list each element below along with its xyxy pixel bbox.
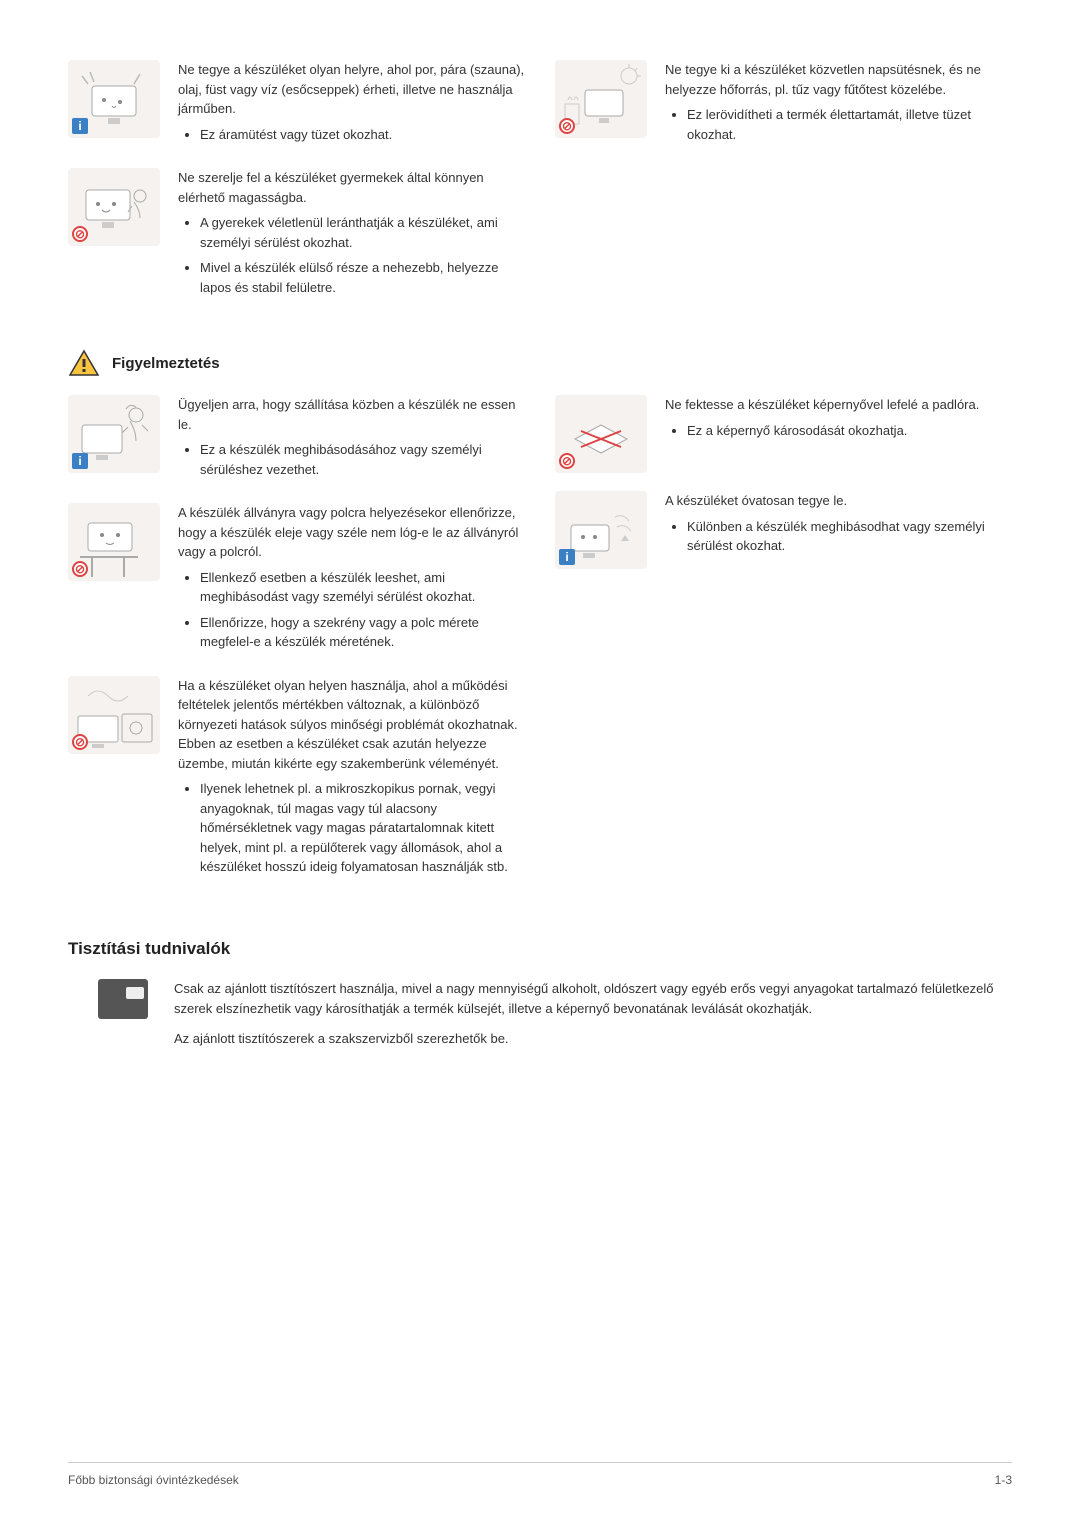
item-body: Ne tegye ki a készüléket közvetlen napsü… [665, 60, 1012, 150]
page-footer: Főbb biztonsági óvintézkedések 1-3 [68, 1462, 1012, 1487]
bullet: A gyerekek véletlenül leránthatják a kés… [200, 213, 525, 252]
prohibit-indicator-icon: ⊘ [559, 453, 575, 469]
illustration-dust-water: i [68, 60, 160, 138]
item-body: Ügyeljen arra, hogy szállítása közben a … [178, 395, 525, 485]
info-indicator-icon: i [72, 118, 88, 134]
cleaning-para-1: Csak az ajánlott tisztítószert használja… [174, 979, 1012, 1019]
item-body: Ne tegye a készüléket olyan helyre, ahol… [178, 60, 525, 150]
prohibit-indicator-icon: ⊘ [72, 226, 88, 242]
warning-item: ⊘ A készülék állványra vagy polcra helye… [68, 503, 525, 658]
bullet: Ellenkező esetben a készülék leeshet, am… [200, 568, 525, 607]
item-bullets: Ez a készülék meghibásodásához vagy szem… [178, 440, 525, 479]
item-text: Ne fektesse a készüléket képernyővel lef… [665, 395, 1012, 415]
bullet: Ilyenek lehetnek pl. a mikroszkopikus po… [200, 779, 525, 877]
warning-triangle-icon [68, 349, 100, 377]
warning-item: ⊘ Ha a készüléket olyan helyen használja… [68, 676, 525, 883]
caution-item: ⊘ Ne tegye ki a készüléket közvetlen nap… [555, 60, 1012, 150]
warning-item: i Ügyeljen arra, hogy szállítása közben … [68, 395, 525, 485]
item-text: Ne szerelje fel a készüléket gyermekek á… [178, 168, 525, 207]
warning-item: ⊘ Ne fektesse a készüléket képernyővel l… [555, 395, 1012, 473]
item-body: Ne fektesse a készüléket képernyővel lef… [665, 395, 1012, 473]
item-bullets: Különben a készülék meghibásodhat vagy s… [665, 517, 1012, 556]
illustration-sunlight-heat: ⊘ [555, 60, 647, 138]
caution-row-1: i Ne tegye a készüléket olyan helyre, ah… [68, 60, 1012, 321]
prohibit-indicator-icon: ⊘ [559, 118, 575, 134]
illustration-place-carefully: i [555, 491, 647, 569]
info-indicator-icon: i [72, 453, 88, 469]
caution-item: i Ne tegye a készüléket olyan helyre, ah… [68, 60, 525, 150]
item-bullets: Ilyenek lehetnek pl. a mikroszkopikus po… [178, 779, 525, 877]
item-bullets: Ez a képernyő károsodását okozhatja. [665, 421, 1012, 441]
item-text: A készüléket óvatosan tegye le. [665, 491, 1012, 511]
caution-item: ⊘ Ne szerelje fel a készüléket gyermekek… [68, 168, 525, 303]
item-bullets: Ez lerövidítheti a termék élettartamát, … [665, 105, 1012, 144]
bullet: Mivel a készülék elülső része a nehezebb… [200, 258, 525, 297]
illustration-carry-drop: i [68, 395, 160, 473]
bullet: Ez áramütést vagy tüzet okozhat. [200, 125, 525, 145]
item-text: Ha a készüléket olyan helyen használja, … [178, 676, 525, 774]
col-left: i Ügyeljen arra, hogy szállítása közben … [68, 395, 525, 901]
item-text: Ne tegye a készüléket olyan helyre, ahol… [178, 60, 525, 119]
illustration-face-down: ⊘ [555, 395, 647, 473]
bullet: Különben a készülék meghibásodhat vagy s… [687, 517, 1012, 556]
bullet: Ellenőrizze, hogy a szekrény vagy a polc… [200, 613, 525, 652]
col-right: ⊘ Ne fektesse a készüléket képernyővel l… [555, 395, 1012, 901]
illustration-children-reach: ⊘ [68, 168, 160, 246]
bullet: Ez a készülék meghibásodásához vagy szem… [200, 440, 525, 479]
item-body: Ha a készüléket olyan helyen használja, … [178, 676, 525, 883]
cleaning-item: Csak az ajánlott tisztítószert használja… [68, 979, 1012, 1059]
item-bullets: A gyerekek véletlenül leránthatják a kés… [178, 213, 525, 297]
item-body: A készüléket óvatosan tegye le. Különben… [665, 491, 1012, 569]
item-body: Ne szerelje fel a készüléket gyermekek á… [178, 168, 525, 303]
cleaning-para-2: Az ajánlott tisztítószerek a szakszerviz… [174, 1029, 1012, 1049]
warning-item: i A készüléket óvatosan tegye le. Különb… [555, 491, 1012, 569]
item-bullets: Ellenkező esetben a készülék leeshet, am… [178, 568, 525, 652]
footer-left: Főbb biztonsági óvintézkedések [68, 1473, 239, 1487]
illustration-environment: ⊘ [68, 676, 160, 754]
cleaning-cloth-icon [98, 979, 148, 1019]
footer-page-number: 1-3 [995, 1473, 1012, 1487]
item-bullets: Ez áramütést vagy tüzet okozhat. [178, 125, 525, 145]
illustration-shelf-edge: ⊘ [68, 503, 160, 581]
item-text: A készülék állványra vagy polcra helyezé… [178, 503, 525, 562]
item-body: A készülék állványra vagy polcra helyezé… [178, 503, 525, 658]
prohibit-indicator-icon: ⊘ [72, 734, 88, 750]
item-text: Ne tegye ki a készüléket közvetlen napsü… [665, 60, 1012, 99]
bullet: Ez a képernyő károsodását okozhatja. [687, 421, 1012, 441]
cleaning-body: Csak az ajánlott tisztítószert használja… [174, 979, 1012, 1059]
cleaning-section-title: Tisztítási tudnivalók [68, 939, 1012, 959]
warning-row: i Ügyeljen arra, hogy szállítása közben … [68, 395, 1012, 901]
col-right: ⊘ Ne tegye ki a készüléket közvetlen nap… [555, 60, 1012, 321]
bullet: Ez lerövidítheti a termék élettartamát, … [687, 105, 1012, 144]
info-indicator-icon: i [559, 549, 575, 565]
warning-section-title: Figyelmeztetés [112, 355, 220, 372]
warning-section-header: Figyelmeztetés [68, 349, 1012, 377]
item-text: Ügyeljen arra, hogy szállítása közben a … [178, 395, 525, 434]
col-left: i Ne tegye a készüléket olyan helyre, ah… [68, 60, 525, 321]
prohibit-indicator-icon: ⊘ [72, 561, 88, 577]
